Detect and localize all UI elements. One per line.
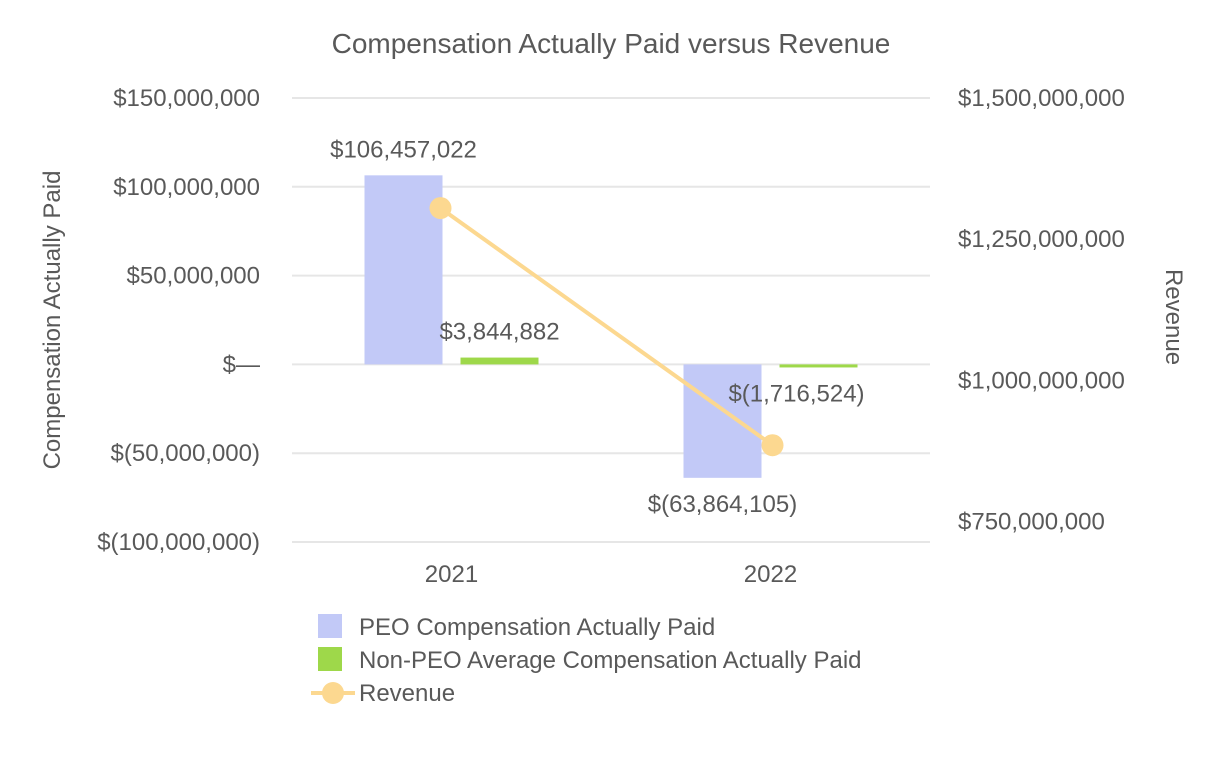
bars-layer (364, 175, 858, 478)
y-axis-left-label: Compensation Actually Paid (39, 171, 66, 470)
legend-marker (322, 682, 344, 704)
y-left-tick-label: $50,000,000 (127, 263, 260, 290)
legend-swatch (318, 647, 342, 671)
bar (779, 364, 858, 368)
revenue-point (761, 434, 784, 457)
y-left-tick-label: $100,000,000 (113, 174, 260, 201)
legend-label: Revenue (359, 680, 455, 707)
data-label: $3,844,882 (439, 319, 559, 346)
y-left-tick-label: $— (223, 351, 260, 378)
legend-swatch (318, 614, 342, 638)
y-right-tick-label: $1,000,000,000 (958, 367, 1125, 394)
axes-layer: $150,000,000 $100,000,000 $50,000,000 $— $(5… (97, 85, 1125, 588)
y-left-tick-label: $(100,000,000) (97, 529, 260, 556)
bar (683, 364, 762, 478)
bar (460, 357, 539, 365)
x-tick-label: 2022 (744, 561, 797, 588)
chart-title: Compensation Actually Paid versus Revenu… (332, 28, 891, 59)
legend: PEO Compensation Actually Paid Non-PEO Av… (311, 614, 862, 707)
bar (364, 175, 443, 365)
y-right-tick-label: $750,000,000 (958, 508, 1105, 535)
y-right-tick-label: $1,500,000,000 (958, 85, 1125, 112)
revenue-point (429, 197, 452, 220)
data-label: $(63,864,105) (648, 491, 797, 518)
legend-item: Revenue (311, 680, 455, 707)
legend-item: Non-PEO Average Compensation Actually Pa… (318, 647, 862, 674)
legend-label: PEO Compensation Actually Paid (359, 614, 715, 641)
data-label: $106,457,022 (330, 136, 477, 163)
y-left-tick-label: $150,000,000 (113, 85, 260, 112)
data-label: $(1,716,524) (728, 380, 864, 407)
data-labels-layer: $106,457,022 $(63,864,105) $3,844,882 $(1,7… (330, 136, 864, 517)
legend-label: Non-PEO Average Compensation Actually Pa… (359, 647, 862, 674)
revenue-line-layer (429, 197, 784, 457)
y-left-tick-label: $(50,000,000) (111, 440, 260, 467)
y-axis-right-label: Revenue (1160, 269, 1187, 365)
x-tick-label: 2021 (425, 561, 478, 588)
y-right-tick-label: $1,250,000,000 (958, 226, 1125, 253)
revenue-line (439, 206, 774, 447)
legend-item: PEO Compensation Actually Paid (318, 614, 715, 641)
